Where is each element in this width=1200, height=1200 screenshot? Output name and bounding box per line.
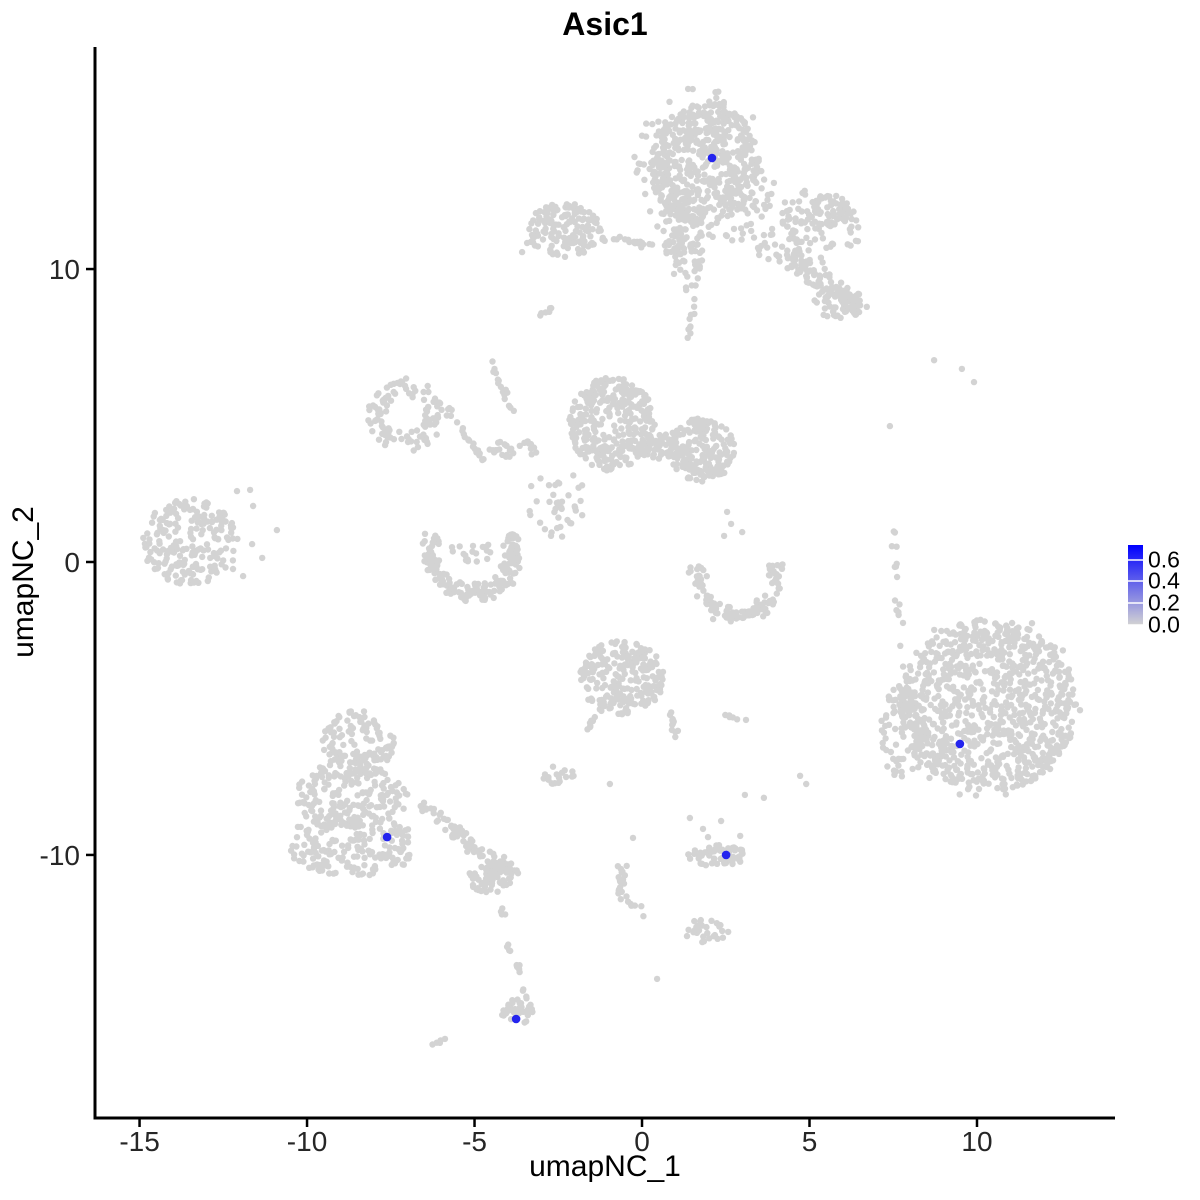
y-axis: 10 0 -10 (40, 254, 95, 871)
colorbar-label: 0.6 (1148, 546, 1180, 573)
colorbar-label: 0.2 (1148, 589, 1180, 616)
x-tick-label: 5 (802, 1126, 818, 1157)
x-tick-label: -10 (287, 1126, 327, 1157)
x-tick-label: -5 (462, 1126, 487, 1157)
colorbar-tick (1128, 602, 1143, 605)
gray-points (140, 85, 1084, 1048)
colorbar-gradient (1128, 545, 1143, 626)
y-tick-label: 10 (49, 254, 80, 285)
x-axis-title: umapNC_1 (529, 1150, 681, 1183)
plot-title: Asic1 (562, 6, 648, 42)
colorbar-label: 0.0 (1148, 611, 1180, 638)
axes (93, 47, 1115, 1120)
colorbar-tick (1128, 580, 1143, 583)
x-tick-label: 0 (634, 1126, 650, 1157)
x-tick-label: 10 (961, 1126, 992, 1157)
colorbar-tick (1128, 558, 1143, 561)
highlighted-points (382, 153, 965, 1024)
colorbar-label: 0.4 (1148, 567, 1180, 594)
x-tick-label: -15 (119, 1126, 159, 1157)
colorbar-tick (1128, 624, 1143, 626)
y-tick-label: 0 (64, 547, 80, 578)
x-axis: -15 -10 -5 0 5 10 (119, 1118, 993, 1157)
y-tick-label: -10 (40, 840, 80, 871)
